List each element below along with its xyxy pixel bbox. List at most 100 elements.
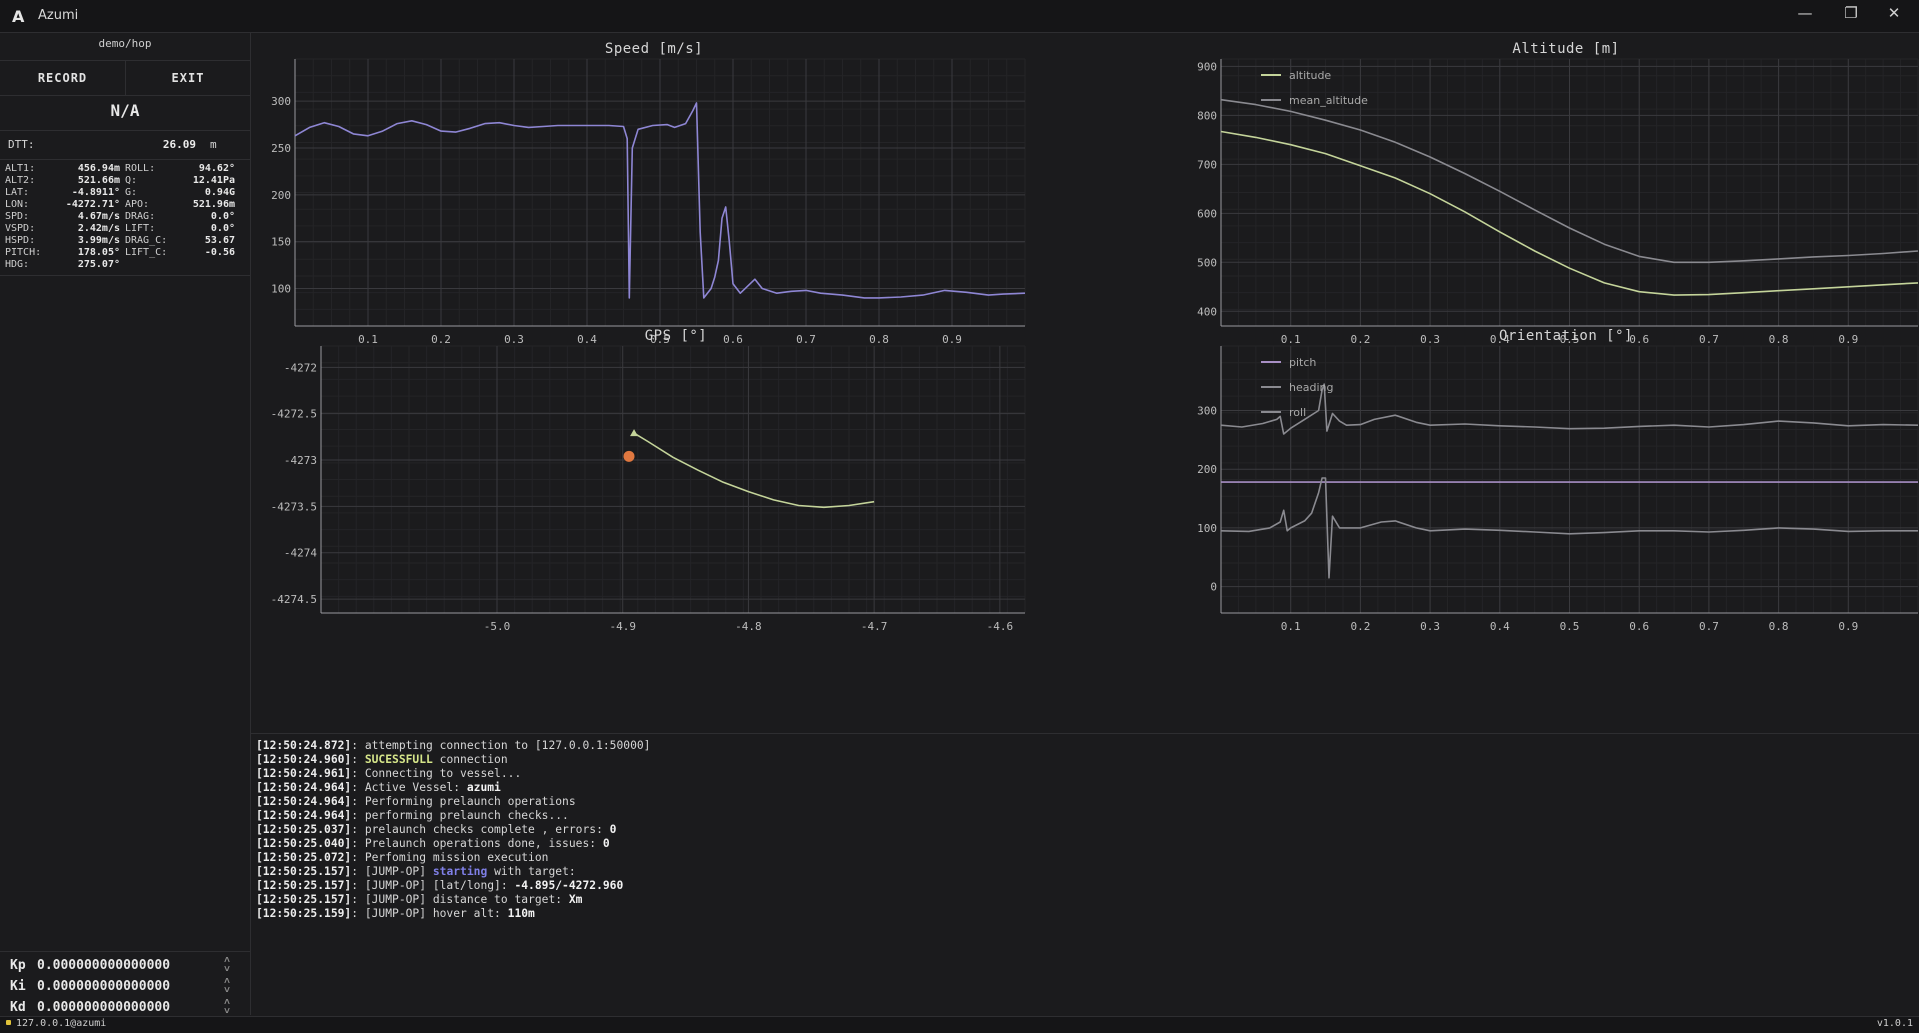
y-tick-label: 200 [271, 189, 291, 202]
x-tick-label: 0.2 [1350, 333, 1370, 346]
y-tick-label: 100 [1197, 522, 1217, 535]
telemetry-value: -0.56 [204, 247, 235, 258]
log-timestamp: [12:50:25.159] [256, 907, 352, 920]
log-line: [12:50:24.872]: attempting connection to… [256, 739, 650, 753]
telemetry-value: 94.62° [198, 163, 235, 174]
y-tick-label: 0 [1210, 581, 1217, 594]
x-tick-label: 0.5 [1560, 333, 1580, 346]
y-tick-label: 150 [271, 236, 291, 249]
log-line: [12:50:25.157]: [JUMP-OP] starting with … [256, 865, 650, 879]
pid-kp-input[interactable]: 0.000000000000000 [37, 958, 171, 973]
telemetry-value: 0.0° [210, 223, 235, 234]
exit-button[interactable]: EXIT [126, 60, 250, 96]
pid-kd-stepper[interactable]: ˄ ˅ [224, 997, 231, 1017]
log-text: : [JUMP-OP] [lat/long]: [351, 879, 515, 892]
telemetry-value: 0.94G [204, 187, 235, 198]
chevron-down-icon[interactable]: ˅ [224, 985, 231, 996]
x-tick-label: 0.2 [1350, 620, 1370, 633]
telemetry-label: LIFT: [125, 223, 156, 234]
telemetry-row: HDG: 275.07° [5, 259, 120, 271]
pid-kd-input[interactable]: 0.000000000000000 [37, 1000, 171, 1015]
x-tick-label: -5.0 [484, 620, 511, 633]
sidebar: demo/hop RECORD EXIT N/A DTT: 26.09 m AL… [0, 33, 251, 1017]
log-text: connection [432, 753, 508, 766]
telemetry-row: SPD: 4.67m/s [5, 211, 120, 223]
telemetry-row: ALT2: 521.66m [5, 175, 120, 187]
dtt-label: DTT: [8, 138, 35, 151]
title-bar: A Azumi — ❐ ✕ [0, 0, 1919, 33]
profile-name: demo/hop [98, 37, 152, 50]
chevron-up-icon[interactable]: ˄ [224, 976, 231, 987]
status-bar: 127.0.0.1@azumi v1.0.1 [0, 1016, 1919, 1033]
telemetry-label: LIFT_C: [125, 247, 168, 258]
dtt-unit: m [210, 138, 217, 151]
chevron-up-icon[interactable]: ˄ [224, 955, 231, 966]
y-tick-label: 250 [271, 142, 291, 155]
telemetry-row: ALT1: 456.94m [5, 163, 120, 175]
log-text: 0 [609, 823, 617, 836]
telemetry-row: VSPD: 2.42m/s [5, 223, 120, 235]
y-tick-label: 200 [1197, 463, 1217, 476]
pid-ki-input[interactable]: 0.000000000000000 [37, 979, 171, 994]
log-timestamp: [12:50:25.157] [256, 893, 352, 906]
telemetry-label: Q: [125, 175, 138, 186]
x-tick-label: -4.8 [735, 620, 762, 633]
pid-kp-stepper[interactable]: ˄ ˅ [224, 955, 231, 975]
series-line [294, 102, 1026, 299]
x-tick-label: 0.1 [358, 333, 378, 346]
record-button[interactable]: RECORD [0, 60, 126, 96]
dtt-readout: DTT: 26.09 m [0, 130, 250, 160]
close-button[interactable]: ✕ [1887, 4, 1901, 22]
log-timestamp: [12:50:25.157] [256, 879, 352, 892]
telemetry-value: 275.07° [77, 259, 120, 270]
telemetry-label: ROLL: [125, 163, 156, 174]
x-tick-label: 0.1 [1281, 620, 1301, 633]
log-text: Xm [568, 893, 583, 906]
telemetry-row: LIFT: 0.0° [125, 223, 235, 235]
y-tick-label: 300 [1197, 405, 1217, 418]
target-marker-icon [623, 450, 635, 462]
log-timestamp: [12:50:25.072] [256, 851, 352, 864]
telemetry-label: PITCH: [5, 247, 42, 258]
log-line: [12:50:24.964]: Performing prelaunch ope… [256, 795, 650, 809]
y-tick-label: 900 [1197, 60, 1217, 73]
log-timestamp: [12:50:24.961] [256, 767, 352, 780]
x-tick-label: 0.9 [942, 333, 962, 346]
chevron-down-icon[interactable]: ˅ [224, 1006, 231, 1017]
x-tick-label: 0.3 [504, 333, 524, 346]
telemetry-label: ALT2: [5, 175, 36, 186]
log-text: with target: [487, 865, 576, 878]
pid-kp-label: Kp [10, 958, 26, 973]
log-line: [12:50:25.157]: [JUMP-OP] [lat/long]: -4… [256, 879, 650, 893]
pid-ki-label: Ki [10, 979, 26, 994]
connection-status: 127.0.0.1@azumi [16, 1018, 107, 1029]
log-text: 0 [602, 837, 610, 850]
telemetry-value: 3.99m/s [77, 235, 120, 246]
y-tick-label: 700 [1197, 158, 1217, 171]
y-tick-label: -4272.5 [271, 408, 317, 421]
telemetry-value: 178.05° [77, 247, 120, 258]
chevron-up-icon[interactable]: ˄ [224, 997, 231, 1008]
chart-title: Altitude [m] [1512, 41, 1619, 57]
x-tick-label: 0.9 [1838, 620, 1858, 633]
pid-ki-stepper[interactable]: ˄ ˅ [224, 976, 231, 996]
x-tick-label: 0.1 [1281, 333, 1301, 346]
telemetry-right: ROLL: 94.62° Q: 12.41Pa G: 0.94G APO: 521.96m DR… [125, 163, 235, 259]
log-timestamp: [12:50:24.964] [256, 795, 352, 808]
x-tick-label: 0.9 [1838, 333, 1858, 346]
chevron-down-icon[interactable]: ˅ [224, 964, 231, 975]
log-text: : Connecting to vessel... [351, 767, 522, 780]
series-line [633, 432, 875, 509]
log-line: [12:50:25.040]: Prelaunch operations don… [256, 837, 650, 851]
y-tick-label: 600 [1197, 207, 1217, 220]
restore-button[interactable]: ❐ [1844, 4, 1858, 22]
y-tick-label: -4274 [284, 547, 317, 560]
app-logo-icon: A [12, 7, 25, 26]
x-tick-label: 0.7 [1699, 620, 1719, 633]
log-line: [12:50:24.961]: Connecting to vessel... [256, 767, 650, 781]
telemetry-row: LON: -4272.71° [5, 199, 120, 211]
log-panel: [12:50:24.872]: attempting connection to… [251, 733, 1919, 1016]
telemetry-value: 521.96m [192, 199, 235, 210]
minimize-button[interactable]: — [1797, 4, 1813, 22]
telemetry-label: ALT1: [5, 163, 36, 174]
